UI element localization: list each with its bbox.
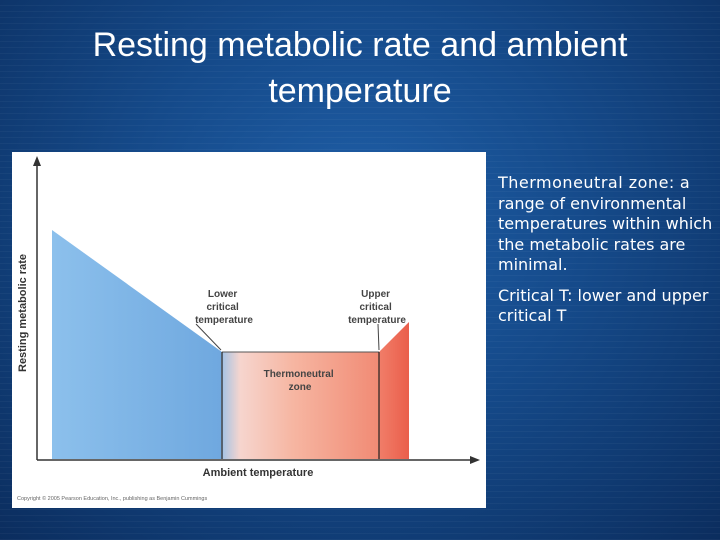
- y-axis-arrow: [33, 156, 41, 166]
- upper-critical-pointer: [377, 323, 380, 351]
- copyright-text: Copyright © 2005 Pearson Education, Inc.…: [17, 495, 207, 502]
- zone-label-line2: zone: [289, 382, 312, 393]
- thermoneutral-zone-label: Thermoneutral zone: [264, 369, 337, 393]
- x-axis-arrow: [470, 456, 480, 464]
- diagram-svg: Resting metabolic rate Ambient temperatu…: [17, 156, 480, 502]
- cold-region: [52, 230, 222, 459]
- upper-critical-label: Upper critical temperature: [348, 289, 406, 326]
- lower-critical-label-line2: critical: [206, 302, 238, 313]
- upper-critical-label-line1: Upper: [361, 289, 390, 300]
- slide-title: Resting metabolic rate and ambient tempe…: [92, 26, 628, 110]
- upper-critical-label-line2: critical: [359, 302, 391, 313]
- x-axis-label: Ambient temperature: [203, 467, 314, 479]
- upper-critical-label-line3: temperature: [348, 315, 406, 326]
- text-panel: Thermoneutral zone: a range of environme…: [498, 173, 714, 337]
- bullet-thermoneutral-zone: Thermoneutral zone: a range of environme…: [498, 173, 714, 276]
- lower-critical-pointer: [195, 323, 222, 351]
- thermoneutral-zone-region: [221, 352, 380, 459]
- y-axis-label: Resting metabolic rate: [17, 254, 29, 372]
- thermoneutral-diagram: Resting metabolic rate Ambient temperatu…: [12, 152, 486, 508]
- bullet-body: a range of environmental temperatures wi…: [498, 173, 713, 274]
- lower-critical-label-line1: Lower: [208, 289, 238, 300]
- bullet-critical-t: Critical T: lower and upper critical T: [498, 285, 709, 326]
- lower-critical-label-line3: temperature: [195, 315, 253, 326]
- zone-label-line1: Thermoneutral: [264, 369, 334, 380]
- lower-critical-label: Lower critical temperature: [195, 289, 253, 326]
- bullet-term: Thermoneutral zone:: [498, 173, 675, 192]
- hot-region: [379, 322, 409, 459]
